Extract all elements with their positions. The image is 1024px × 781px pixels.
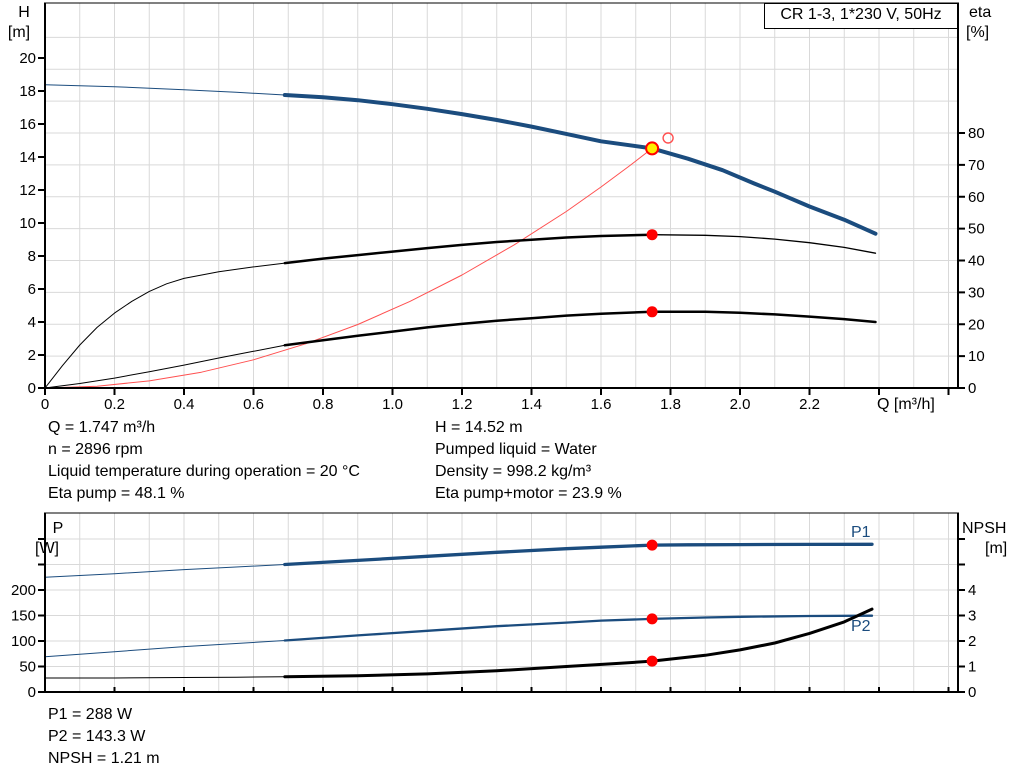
p1-curve <box>44 542 874 578</box>
axes-frame <box>44 2 959 389</box>
svg-text:0: 0 <box>968 380 976 397</box>
q-axis-label: Q [m³/h] <box>877 396 935 413</box>
duty-point-marker <box>645 141 660 156</box>
p1-value: P1 = 288 W <box>48 706 133 723</box>
pump-curve <box>44 84 878 236</box>
npsh-point-marker <box>646 655 658 667</box>
p1-curve-label: P1 <box>851 524 871 541</box>
svg-text:30: 30 <box>968 284 985 301</box>
npsh-axis-title: NPSH <box>962 520 1007 537</box>
tick-labels: 0 50 100 150 200 0 1 2 3 4 <box>11 582 976 701</box>
npsh-axis-unit: [m] <box>985 540 1008 557</box>
operating-conditions-left: Q = 1.747 m³/h n = 2896 rpm Liquid tempe… <box>48 417 360 505</box>
svg-text:0: 0 <box>28 684 36 701</box>
npsh-curve <box>44 607 874 679</box>
gridlines <box>45 3 958 388</box>
svg-text:1: 1 <box>968 659 976 676</box>
h-axis-title: H <box>18 4 30 21</box>
eta-pump-curve <box>44 233 877 389</box>
svg-text:100: 100 <box>11 633 36 650</box>
eta-pump-motor-curve <box>44 310 877 389</box>
pump-title-box: CR 1-3, 1*230 V, 50Hz <box>764 3 958 29</box>
svg-text:1.4: 1.4 <box>521 396 542 413</box>
p1-point-marker <box>646 539 658 551</box>
h-axis-unit: [m] <box>7 24 31 41</box>
svg-text:2.2: 2.2 <box>799 396 820 413</box>
svg-text:3: 3 <box>968 608 976 625</box>
svg-text:0: 0 <box>28 380 36 397</box>
tick-marks <box>38 538 965 693</box>
svg-text:12: 12 <box>19 182 36 199</box>
tick-marks <box>38 57 965 395</box>
system-curve <box>44 147 653 389</box>
svg-text:1.2: 1.2 <box>452 396 473 413</box>
svg-text:2.0: 2.0 <box>730 396 751 413</box>
gridlines <box>45 513 958 692</box>
svg-text:70: 70 <box>968 157 985 174</box>
p2-curve-label: P2 <box>851 618 871 635</box>
svg-text:8: 8 <box>28 248 36 265</box>
svg-text:0: 0 <box>41 396 49 413</box>
duty-markers <box>645 132 674 318</box>
svg-text:40: 40 <box>968 253 985 270</box>
svg-text:4: 4 <box>968 582 976 599</box>
q-value: Q = 1.747 m³/h <box>48 419 156 436</box>
eta-pump-motor-value: Eta pump+motor = 23.9 % <box>435 485 622 502</box>
liquid-temperature: Liquid temperature during operation = 20… <box>48 463 360 480</box>
p-axis-unit: [W] <box>35 540 59 557</box>
top-chart: 0 2 4 6 8 10 12 14 16 18 20 0 10 20 30 40 50 60 70 80 0 0.2 0.… <box>19 2 985 413</box>
svg-text:200: 200 <box>11 582 36 599</box>
svg-text:60: 60 <box>968 189 985 206</box>
p2-point-marker <box>646 613 658 625</box>
speed-value: n = 2896 rpm <box>48 441 143 458</box>
eta-pump-value: Eta pump = 48.1 % <box>48 485 185 502</box>
eta-pump-point-marker <box>646 229 658 241</box>
operating-conditions-right: H = 14.52 m Pumped liquid = Water Densit… <box>435 417 622 505</box>
svg-text:0.4: 0.4 <box>174 396 195 413</box>
svg-text:2: 2 <box>28 347 36 364</box>
p2-curve <box>44 614 874 658</box>
svg-text:20: 20 <box>968 316 985 333</box>
svg-text:10: 10 <box>19 215 36 232</box>
svg-text:0.8: 0.8 <box>313 396 334 413</box>
density-value: Density = 998.2 kg/m³ <box>435 463 592 480</box>
eta-axis-title: eta <box>969 4 992 21</box>
svg-text:10: 10 <box>968 348 985 365</box>
pumped-liquid: Pumped liquid = Water <box>435 441 597 458</box>
power-npsh-results: P1 = 288 W P2 = 143.3 W NPSH = 1.21 m <box>48 704 160 770</box>
npsh-value: NPSH = 1.21 m <box>48 750 160 767</box>
svg-text:16: 16 <box>19 116 36 133</box>
svg-text:0: 0 <box>968 684 976 701</box>
svg-text:0.2: 0.2 <box>104 396 125 413</box>
tick-labels: 0 2 4 6 8 10 12 14 16 18 20 0 10 20 30 40 50 60 70 80 0 0.2 0.… <box>19 50 984 413</box>
h-value: H = 14.52 m <box>435 419 523 436</box>
svg-text:1.0: 1.0 <box>382 396 403 413</box>
p-axis-title: P <box>52 520 64 537</box>
duty-markers <box>646 539 658 667</box>
svg-text:6: 6 <box>28 281 36 298</box>
svg-text:50: 50 <box>968 221 985 238</box>
svg-text:2: 2 <box>968 633 976 650</box>
svg-text:20: 20 <box>19 50 36 67</box>
eta-axis-unit: [%] <box>966 24 990 41</box>
svg-text:18: 18 <box>19 83 36 100</box>
axes-frame <box>44 512 959 693</box>
bottom-chart: 0 50 100 150 200 0 1 2 3 4 <box>11 512 976 701</box>
svg-text:14: 14 <box>19 149 36 166</box>
svg-text:1.8: 1.8 <box>660 396 681 413</box>
svg-text:150: 150 <box>11 608 36 625</box>
svg-text:80: 80 <box>968 125 985 142</box>
svg-text:0.6: 0.6 <box>243 396 264 413</box>
requested-duty-point-marker <box>662 132 674 144</box>
eta-pump-motor-point-marker <box>646 306 658 318</box>
p2-value: P2 = 143.3 W <box>48 728 146 745</box>
svg-text:1.6: 1.6 <box>591 396 612 413</box>
svg-text:50: 50 <box>19 659 36 676</box>
svg-text:4: 4 <box>28 314 36 331</box>
